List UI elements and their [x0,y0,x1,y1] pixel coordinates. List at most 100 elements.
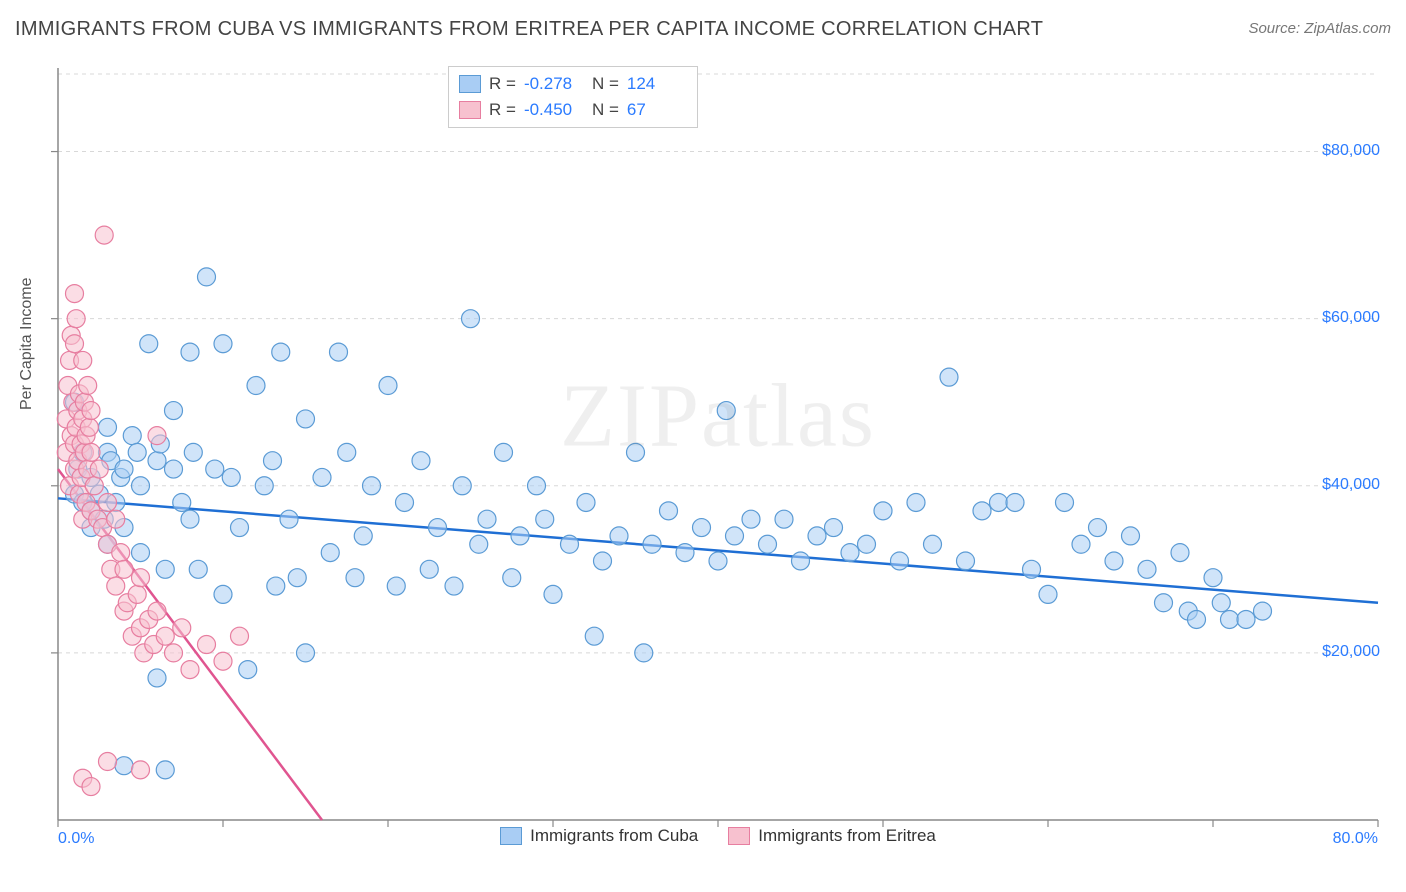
swatch-eritrea [728,827,750,845]
data-point-cuba [297,410,315,428]
n-label: N = [592,74,619,94]
data-point-cuba [132,544,150,562]
data-point-eritrea [107,510,125,528]
data-point-cuba [396,493,414,511]
data-point-cuba [792,552,810,570]
data-point-cuba [255,477,273,495]
data-point-eritrea [148,427,166,445]
data-point-cuba [173,493,191,511]
legend-label-eritrea: Immigrants from Eritrea [758,826,936,846]
n-value-cuba: 124 [627,74,687,94]
data-point-cuba [115,460,133,478]
chart-header: IMMIGRANTS FROM CUBA VS IMMIGRANTS FROM … [15,18,1391,48]
data-point-eritrea [74,351,92,369]
data-point-eritrea [66,285,84,303]
data-point-cuba [1155,594,1173,612]
data-point-cuba [544,585,562,603]
data-point-cuba [354,527,372,545]
data-point-cuba [891,552,909,570]
data-point-cuba [1039,585,1057,603]
data-point-cuba [627,443,645,461]
data-point-eritrea [132,569,150,587]
data-point-eritrea [82,402,100,420]
data-point-cuba [148,669,166,687]
series-legend: Immigrants from Cuba Immigrants from Eri… [48,822,1388,850]
data-point-eritrea [173,619,191,637]
data-point-cuba [808,527,826,545]
data-point-cuba [297,644,315,662]
source-attribution: Source: ZipAtlas.com [1248,20,1391,37]
data-point-cuba [585,627,603,645]
data-point-cuba [387,577,405,595]
data-point-eritrea [112,544,130,562]
data-point-cuba [742,510,760,528]
data-point-cuba [1237,610,1255,628]
data-point-cuba [181,510,199,528]
data-point-eritrea [82,443,100,461]
n-label: N = [592,100,619,120]
data-point-cuba [1204,569,1222,587]
data-point-cuba [272,343,290,361]
data-point-cuba [132,477,150,495]
r-label: R = [489,74,516,94]
chart-title: IMMIGRANTS FROM CUBA VS IMMIGRANTS FROM … [15,18,1043,40]
chart-area: Per Capita Income ZIPatlas R = -0.278 N … [48,60,1388,850]
data-point-eritrea [231,627,249,645]
data-point-cuba [1023,560,1041,578]
data-point-cuba [156,761,174,779]
scatter-plot [48,60,1388,850]
data-point-cuba [239,661,257,679]
data-point-cuba [1072,535,1090,553]
data-point-cuba [478,510,496,528]
data-point-cuba [940,368,958,386]
data-point-cuba [717,402,735,420]
data-point-cuba [924,535,942,553]
data-point-eritrea [99,493,117,511]
data-point-eritrea [107,577,125,595]
data-point-cuba [379,377,397,395]
data-point-eritrea [80,418,98,436]
data-point-cuba [1006,493,1024,511]
swatch-cuba [459,75,481,93]
data-point-cuba [709,552,727,570]
data-point-cuba [1089,519,1107,537]
data-point-cuba [156,560,174,578]
data-point-cuba [115,757,133,775]
legend-item-eritrea: Immigrants from Eritrea [728,826,936,846]
data-point-cuba [206,460,224,478]
data-point-cuba [363,477,381,495]
data-point-cuba [453,477,471,495]
data-point-cuba [1254,602,1272,620]
data-point-cuba [321,544,339,562]
data-point-eritrea [85,477,103,495]
data-point-eritrea [198,636,216,654]
data-point-cuba [412,452,430,470]
data-point-cuba [957,552,975,570]
data-point-cuba [247,377,265,395]
r-label: R = [489,100,516,120]
data-point-cuba [775,510,793,528]
y-tick-label: $80,000 [1322,142,1380,160]
data-point-cuba [990,493,1008,511]
data-point-cuba [214,335,232,353]
data-point-cuba [267,577,285,595]
data-point-cuba [503,569,521,587]
data-point-cuba [858,535,876,553]
data-point-cuba [330,343,348,361]
data-point-cuba [907,493,925,511]
data-point-cuba [511,527,529,545]
data-point-cuba [313,468,331,486]
data-point-cuba [231,519,249,537]
n-value-eritrea: 67 [627,100,687,120]
data-point-cuba [536,510,554,528]
swatch-eritrea [459,101,481,119]
data-point-eritrea [214,652,232,670]
legend-label-cuba: Immigrants from Cuba [530,826,698,846]
data-point-cuba [222,468,240,486]
data-point-cuba [214,585,232,603]
r-value-eritrea: -0.450 [524,100,584,120]
data-point-eritrea [95,226,113,244]
data-point-cuba [676,544,694,562]
y-tick-label: $60,000 [1322,309,1380,327]
data-point-cuba [495,443,513,461]
